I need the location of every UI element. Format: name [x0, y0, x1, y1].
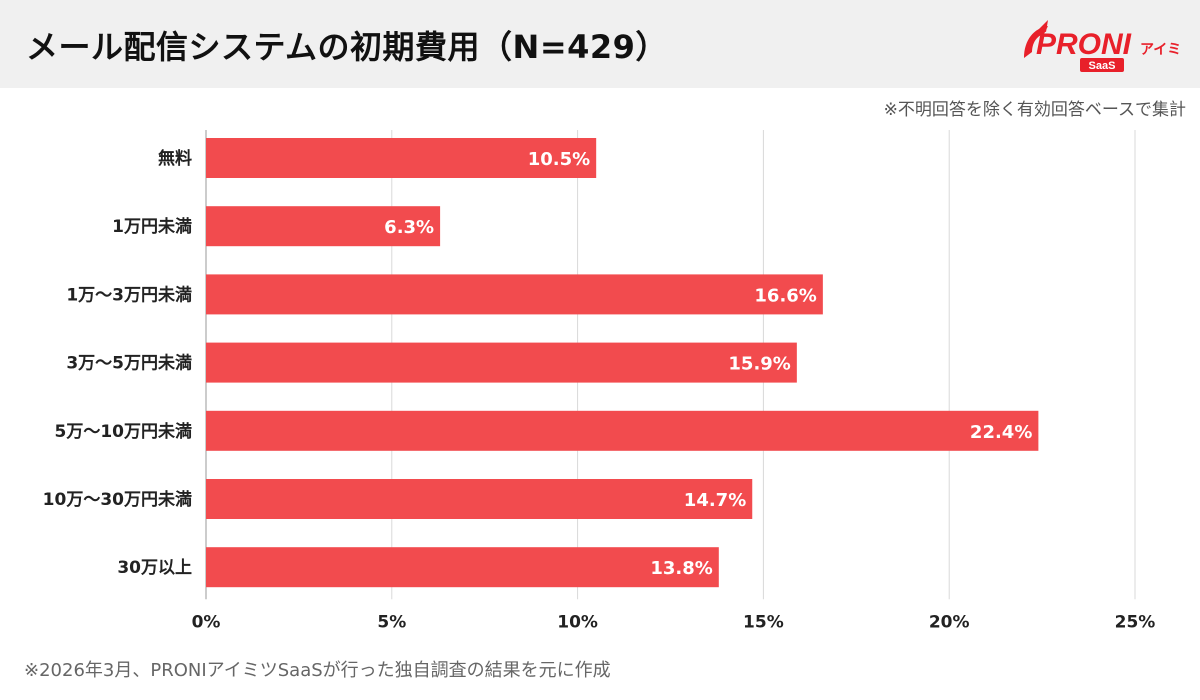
value-label: 22.4%	[970, 422, 1032, 443]
x-tick-label: 20%	[929, 612, 970, 632]
category-label: 10万〜30万円未満	[43, 489, 192, 510]
bar	[206, 274, 823, 315]
header-bar: メール配信システムの初期費用（N=429） PRONI アイミツ SaaS	[0, 0, 1200, 88]
x-tick-label: 10%	[557, 612, 598, 632]
x-tick-label: 0%	[192, 612, 221, 632]
bar	[206, 479, 753, 519]
bar	[206, 206, 441, 247]
category-label: 3万〜5万円未満	[66, 353, 192, 374]
value-label: 15.9%	[728, 354, 790, 375]
category-label: 無料	[158, 148, 192, 169]
logo-badge: SaaS	[1089, 60, 1116, 72]
bar	[206, 547, 719, 588]
x-tick-label: 25%	[1115, 612, 1156, 632]
value-label: 6.3%	[384, 217, 434, 238]
value-label: 10.5%	[528, 149, 590, 170]
bar	[206, 138, 597, 178]
value-label: 13.8%	[650, 558, 712, 579]
proni-logo: PRONI アイミツ SaaS	[1024, 20, 1182, 72]
x-tick-label: 15%	[743, 612, 784, 632]
bar-chart: 0% 5% 10% 15% 20% 25% 無料 10.5% 1万円未満 6.3% 1万〜3万円未満…	[43, 130, 1156, 632]
calc-note: ※不明回答を除く有効回答ベースで集計	[883, 100, 1186, 120]
x-tick-label: 5%	[377, 612, 406, 632]
logo-text: PRONI	[1036, 28, 1132, 61]
bar	[206, 410, 1039, 451]
logo-sub: アイミツ	[1140, 42, 1182, 58]
value-label: 16.6%	[754, 285, 816, 306]
source-footnote: ※2026年3月、PRONIアイミツSaaSが行った独自調査の結果を元に作成	[24, 660, 611, 681]
bar	[206, 342, 797, 383]
page-title: メール配信システムの初期費用（N=429）	[26, 28, 668, 66]
category-label: 1万〜3万円未満	[66, 284, 192, 305]
category-label: 1万円未満	[112, 216, 192, 237]
logo-mark-icon	[1024, 26, 1048, 58]
category-label: 5万〜10万円未満	[55, 421, 193, 442]
category-label: 30万以上	[117, 558, 192, 578]
value-label: 14.7%	[684, 490, 746, 511]
